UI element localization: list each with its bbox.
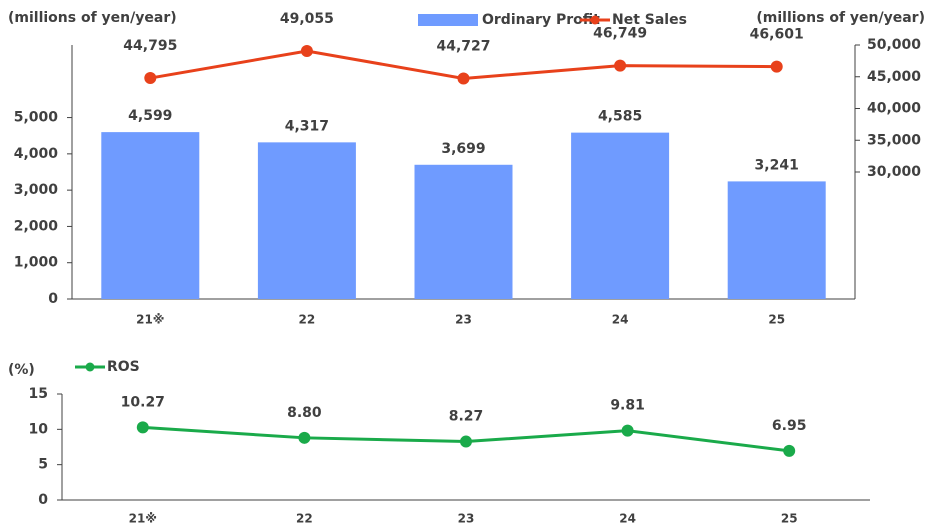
y-tick-label: 3,000 bbox=[14, 182, 59, 198]
bar bbox=[101, 132, 200, 299]
data-label: 44,795 bbox=[123, 38, 177, 54]
x-tick-label: 23 bbox=[455, 313, 472, 327]
bar bbox=[571, 132, 670, 299]
point bbox=[460, 435, 472, 448]
data-label: 6.95 bbox=[772, 418, 807, 434]
x-tick-label: 22 bbox=[296, 512, 313, 526]
bar bbox=[257, 142, 356, 299]
y-tick-label: 4,000 bbox=[14, 146, 59, 162]
x-tick-label: 25 bbox=[781, 512, 798, 526]
y-tick-label: 15 bbox=[29, 386, 48, 402]
point bbox=[621, 424, 634, 437]
y-tick-label: 0 bbox=[48, 291, 58, 307]
x-tick-label: 21※ bbox=[129, 512, 157, 526]
x-tick-label: 22 bbox=[299, 313, 316, 327]
bar bbox=[414, 164, 513, 299]
y-axis-label: (millions of yen/year) bbox=[8, 10, 177, 26]
data-label: 9.81 bbox=[610, 398, 645, 414]
y2-tick-label: 45,000 bbox=[867, 69, 921, 85]
data-label: 46,601 bbox=[750, 27, 804, 43]
legend-label: ROS bbox=[107, 359, 140, 375]
y2-tick-label: 35,000 bbox=[867, 132, 921, 148]
data-label: 44,727 bbox=[436, 38, 490, 54]
y-tick-label: 5 bbox=[38, 457, 48, 473]
data-label: 8.80 bbox=[287, 405, 322, 421]
data-label: 46,749 bbox=[593, 26, 647, 42]
x-tick-label: 24 bbox=[612, 313, 629, 327]
y2-tick-label: 50,000 bbox=[867, 37, 921, 53]
legend-label: Net Sales bbox=[612, 12, 687, 28]
data-label: 3,699 bbox=[441, 141, 485, 157]
x-tick-label: 24 bbox=[619, 512, 636, 526]
data-label: 3,241 bbox=[755, 157, 799, 173]
point bbox=[783, 444, 796, 457]
y2-tick-label: 30,000 bbox=[867, 164, 921, 180]
point bbox=[298, 431, 311, 444]
point bbox=[144, 72, 157, 85]
legend-swatch bbox=[590, 15, 600, 25]
point bbox=[136, 421, 149, 434]
y-tick-label: 0 bbox=[38, 492, 48, 508]
data-label: 49,055 bbox=[280, 11, 334, 27]
data-label: 4,585 bbox=[598, 109, 642, 125]
y-axis-label: (%) bbox=[8, 362, 35, 378]
x-tick-label: 23 bbox=[458, 512, 475, 526]
data-label: 4,599 bbox=[128, 108, 172, 124]
point bbox=[300, 45, 313, 58]
legend-swatch bbox=[418, 14, 478, 26]
y2-tick-label: 40,000 bbox=[867, 101, 921, 117]
x-tick-label: 25 bbox=[768, 313, 785, 327]
y2-axis-label: (millions of yen/year) bbox=[756, 10, 925, 26]
legend-label: Ordinary Profit bbox=[482, 12, 600, 28]
data-label: 10.27 bbox=[121, 394, 165, 410]
y-tick-label: 10 bbox=[29, 421, 49, 437]
y-tick-label: 2,000 bbox=[14, 218, 59, 234]
point bbox=[457, 72, 470, 85]
bar bbox=[727, 181, 826, 299]
x-tick-label: 21※ bbox=[136, 313, 164, 327]
y-tick-label: 1,000 bbox=[14, 255, 59, 271]
y-tick-label: 5,000 bbox=[14, 110, 59, 126]
legend-swatch bbox=[85, 362, 95, 372]
point bbox=[614, 59, 627, 72]
data-label: 4,317 bbox=[285, 118, 329, 134]
data-label: 8.27 bbox=[449, 409, 484, 425]
point bbox=[770, 60, 783, 73]
